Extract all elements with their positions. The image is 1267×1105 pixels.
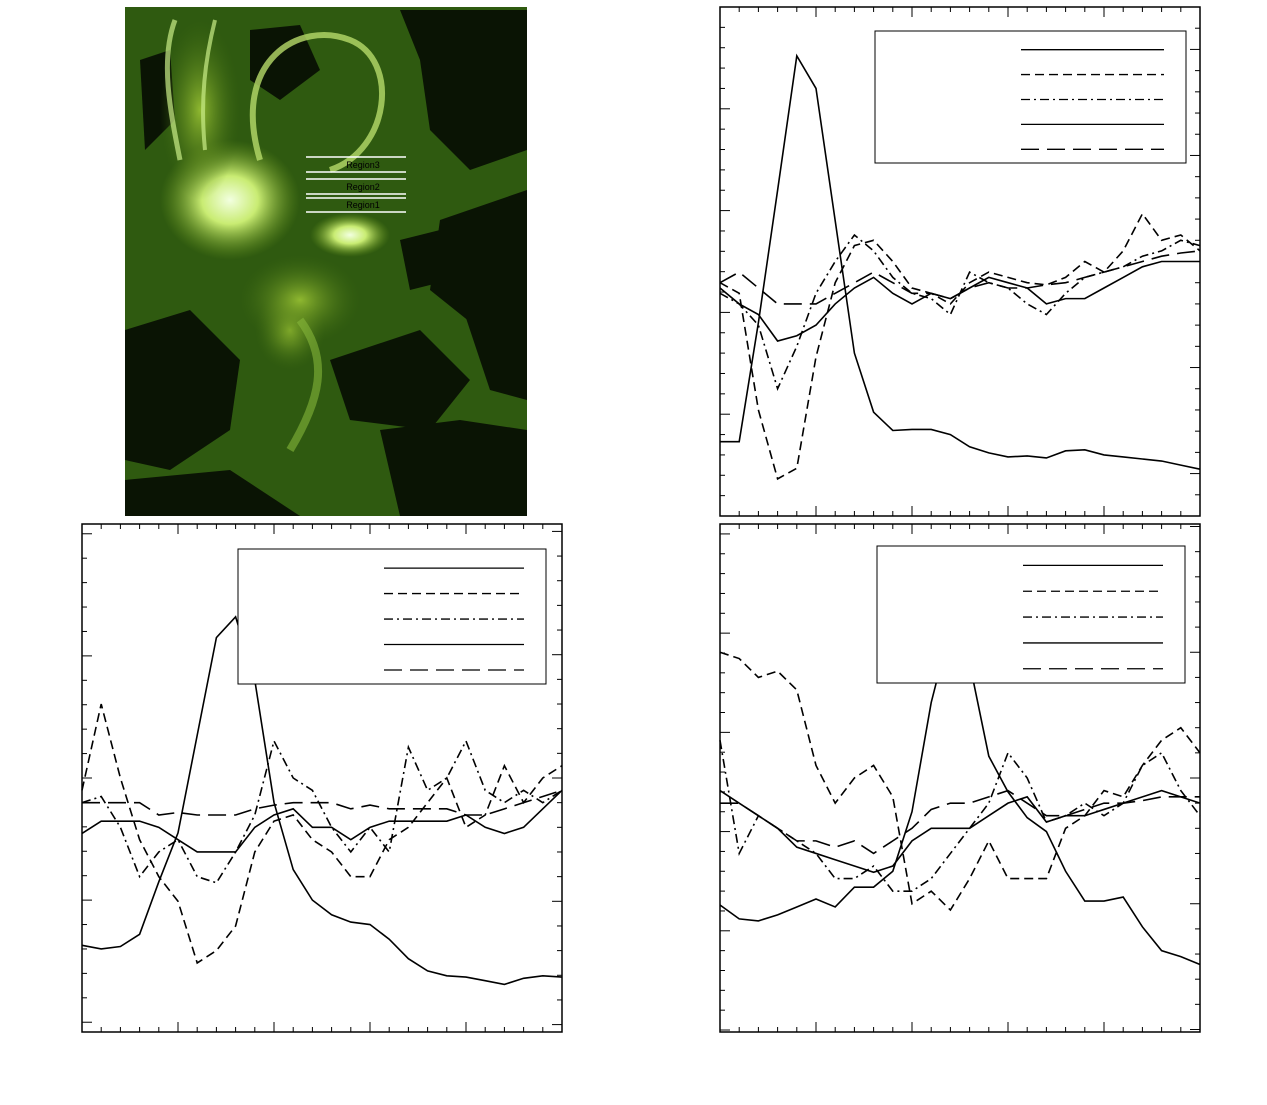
series-line-velocity-fexiii [719, 250, 1201, 305]
dark-patches [125, 10, 527, 516]
chart-bottom-left [81, 523, 563, 1033]
region2-label: Region2 [346, 182, 380, 192]
series-line-velocity-fexiii [720, 789, 1200, 855]
series-line-velocity-fexii [719, 789, 1201, 874]
series-line-intensity-fe-viii [720, 53, 1201, 470]
region3-label: Region3 [346, 160, 380, 170]
series-line-velocity-fex [719, 740, 1201, 892]
series-line-velocity-feviii [719, 651, 1201, 912]
chart-bottom-right [719, 523, 1201, 1033]
region-markers: Region3 Region2 Region1 [306, 156, 406, 213]
legend-box [237, 548, 547, 685]
legend-box [876, 545, 1186, 684]
solar-image-panel: Region3 Region2 Region1 [125, 7, 527, 516]
series-line-velocity-fex [719, 233, 1201, 392]
series-line-velocity-feviii [719, 212, 1201, 481]
bright-regions [160, 19, 390, 453]
series-line-velocity-fexii [719, 260, 1200, 342]
chart-top-right [719, 6, 1201, 517]
series-line-velocity-fex [81, 738, 563, 884]
legend-box [874, 30, 1187, 164]
series-line-intensity-fe-viii [81, 615, 563, 986]
series-line-velocity-feviii [81, 703, 563, 965]
series-line-velocity-fexii [81, 789, 563, 853]
region1-label: Region1 [346, 200, 380, 210]
series-line-velocity-fexiii [82, 789, 563, 816]
